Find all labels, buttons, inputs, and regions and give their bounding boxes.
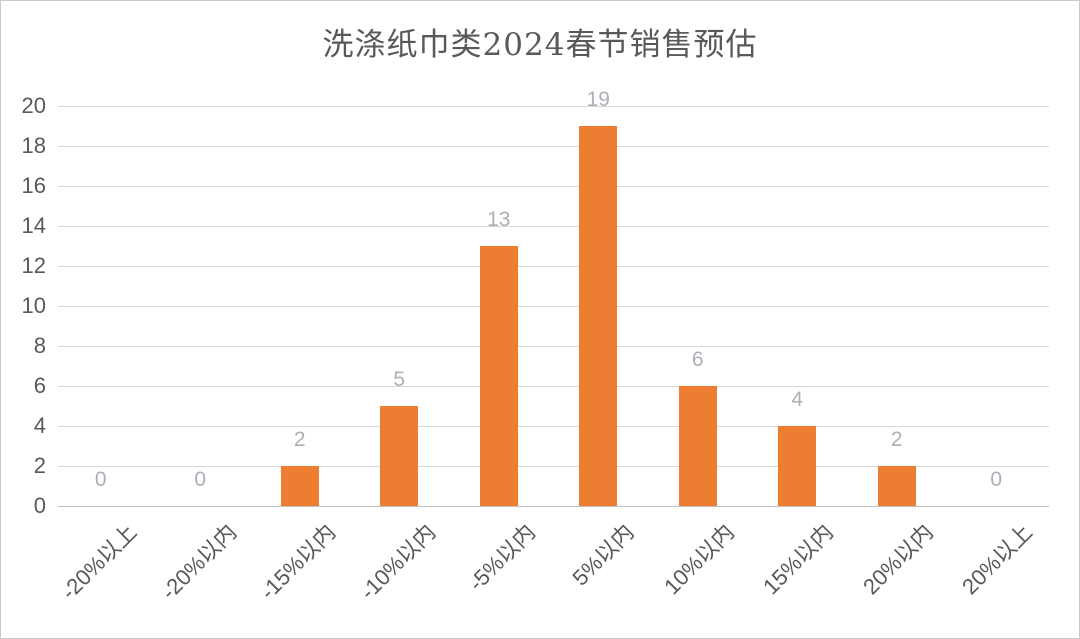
data-label: 0 <box>194 468 207 491</box>
x-axis-category-label: 15%以内 <box>758 519 839 600</box>
y-axis-tick-label: 20 <box>21 93 46 118</box>
y-axis-tick-label: 10 <box>21 293 46 318</box>
x-axis-category-label: 10%以内 <box>658 519 739 600</box>
y-axis-tick-label: 0 <box>33 493 46 518</box>
gridline-y-10 <box>58 305 1049 307</box>
gridline-y-0 <box>58 505 1049 507</box>
data-label: 13 <box>487 208 511 231</box>
x-axis-category-label: 20%以内 <box>857 519 938 600</box>
bar-15%以内 <box>778 426 817 506</box>
data-label: 5 <box>393 368 406 391</box>
gridline-y-18 <box>58 145 1049 147</box>
gridline-y-4 <box>58 425 1049 427</box>
y-axis-tick-label: 14 <box>21 213 46 238</box>
bar--15%以内 <box>280 466 319 506</box>
chart-title: 洗涤纸巾类2024春节销售预估 <box>322 27 758 63</box>
y-axis-tick-label: 4 <box>33 413 46 438</box>
bar-5%以内 <box>579 126 618 506</box>
y-axis-tick-label: 2 <box>33 453 46 478</box>
x-axis-category-label: -5%以内 <box>463 519 540 596</box>
bar--10%以内 <box>380 406 419 506</box>
data-label: 2 <box>293 428 306 451</box>
y-axis-tick-label: 18 <box>21 133 46 158</box>
gridline-y-6 <box>58 385 1049 387</box>
gridline-y-20 <box>58 105 1049 107</box>
x-axis-category-label: -20%以内 <box>156 519 242 605</box>
y-axis-tick-label: 6 <box>33 373 46 398</box>
x-axis-category-label: -20%以上 <box>56 519 142 605</box>
y-axis-tick-label: 8 <box>33 333 46 358</box>
x-axis-category-label: -15%以内 <box>255 519 341 605</box>
data-label: 2 <box>890 428 903 451</box>
data-label: 4 <box>791 388 804 411</box>
x-axis-category-label: 5%以内 <box>567 519 640 591</box>
bar-10%以内 <box>678 386 717 506</box>
bar-20%以内 <box>877 466 916 506</box>
gridline-y-16 <box>58 185 1049 187</box>
bar--5%以内 <box>479 246 518 506</box>
y-axis-tick-label: 12 <box>21 253 46 278</box>
gridline-y-8 <box>58 345 1049 347</box>
x-axis-category-label: 20%以上 <box>957 519 1038 600</box>
gridline-y-14 <box>58 225 1049 227</box>
gridline-y-2 <box>58 465 1049 467</box>
gridline-y-12 <box>58 265 1049 267</box>
data-label: 6 <box>691 348 704 371</box>
data-label: 0 <box>94 468 107 491</box>
data-label: 19 <box>586 88 610 111</box>
y-axis-tick-label: 16 <box>21 173 46 198</box>
data-label: 0 <box>990 468 1003 491</box>
x-axis-category-label: -10%以内 <box>355 519 441 605</box>
